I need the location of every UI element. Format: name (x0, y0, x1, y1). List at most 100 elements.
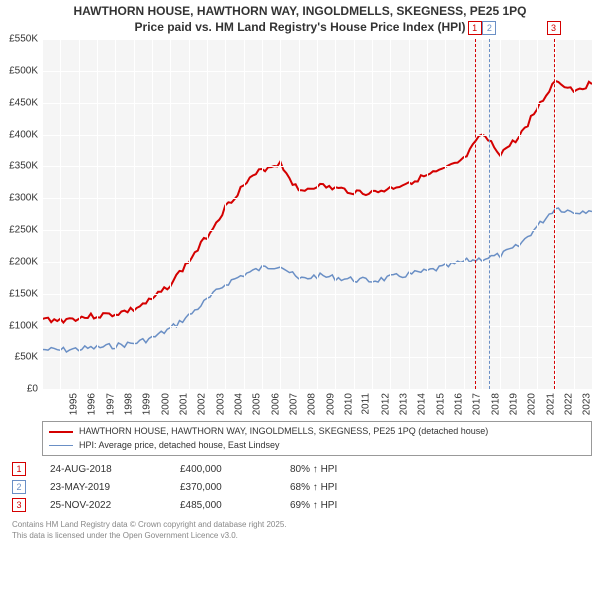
grid-line-v (354, 39, 355, 389)
grid-line-v (390, 39, 391, 389)
x-tick-label: 2019 (508, 393, 519, 415)
grid-line-v (500, 39, 501, 389)
x-tick-label: 2003 (215, 393, 226, 415)
x-tick-label: 2013 (398, 393, 409, 415)
y-tick-label: £550K (4, 34, 38, 45)
x-tick-label: 1996 (87, 393, 98, 415)
legend-swatch-1 (49, 431, 73, 433)
plot-area: 123 (42, 39, 592, 389)
y-tick-label: £0 (4, 384, 38, 395)
sales-pct: 69% ↑ HPI (290, 500, 337, 511)
grid-line-v (189, 39, 190, 389)
grid-line-v (262, 39, 263, 389)
grid-line-v (482, 39, 483, 389)
sales-marker-box: 2 (12, 480, 26, 494)
grid-line-v (60, 39, 61, 389)
x-tick-label: 2021 (545, 393, 556, 415)
y-tick-label: £150K (4, 288, 38, 299)
sales-row: 124-AUG-2018£400,00080% ↑ HPI (12, 462, 596, 476)
grid-line-v (372, 39, 373, 389)
x-tick-label: 2001 (178, 393, 189, 415)
grid-line-v (592, 39, 593, 389)
x-tick-label: 2004 (233, 393, 244, 415)
y-tick-label: £450K (4, 97, 38, 108)
y-tick-label: £50K (4, 352, 38, 363)
grid-line-v (115, 39, 116, 389)
grid-line-v (225, 39, 226, 389)
legend: HAWTHORN HOUSE, HAWTHORN WAY, INGOLDMELL… (42, 421, 592, 456)
sales-row: 223-MAY-2019£370,00068% ↑ HPI (12, 480, 596, 494)
grid-line-v (152, 39, 153, 389)
y-tick-label: £400K (4, 129, 38, 140)
grid-line-v (97, 39, 98, 389)
legend-row-2: HPI: Average price, detached house, East… (49, 439, 585, 453)
sales-price: £370,000 (180, 482, 290, 493)
y-tick-label: £200K (4, 256, 38, 267)
x-tick-label: 2023 (582, 393, 593, 415)
x-tick-label: 2020 (527, 393, 538, 415)
grid-line-v (244, 39, 245, 389)
x-tick-label: 2017 (472, 393, 483, 415)
chart-title: HAWTHORN HOUSE, HAWTHORN WAY, INGOLDMELL… (4, 4, 596, 35)
marker-box: 2 (482, 21, 496, 35)
marker-line (489, 39, 490, 389)
y-tick-label: £500K (4, 66, 38, 77)
chart-container: HAWTHORN HOUSE, HAWTHORN WAY, INGOLDMELL… (0, 0, 600, 590)
sales-pct: 68% ↑ HPI (290, 482, 337, 493)
x-tick-label: 2011 (361, 393, 372, 415)
grid-line-v (519, 39, 520, 389)
sales-date: 24-AUG-2018 (50, 464, 180, 475)
x-tick-label: 1999 (142, 393, 153, 415)
y-tick-label: £250K (4, 225, 38, 236)
y-tick-label: £100K (4, 320, 38, 331)
sales-pct: 80% ↑ HPI (290, 464, 337, 475)
grid-line-h (42, 389, 592, 390)
footer-line-1: Contains HM Land Registry data © Crown c… (12, 520, 596, 530)
grid-line-v (409, 39, 410, 389)
x-tick-label: 2007 (288, 393, 299, 415)
marker-line (554, 39, 555, 389)
footer: Contains HM Land Registry data © Crown c… (12, 520, 596, 541)
title-subtitle: Price paid vs. HM Land Registry's House … (4, 20, 596, 36)
marker-box: 1 (468, 21, 482, 35)
marker-line (475, 39, 476, 389)
x-tick-label: 2000 (160, 393, 171, 415)
grid-line-v (207, 39, 208, 389)
marker-box: 3 (547, 21, 561, 35)
title-address: HAWTHORN HOUSE, HAWTHORN WAY, INGOLDMELL… (4, 4, 596, 20)
grid-line-v (170, 39, 171, 389)
y-tick-label: £300K (4, 193, 38, 204)
grid-line-v (445, 39, 446, 389)
x-tick-label: 1998 (123, 393, 134, 415)
x-tick-label: 2010 (343, 393, 354, 415)
chart-area: £0 £50K £100K £150K £200K £250K £300K £350K £400… (4, 39, 596, 419)
x-tick-label: 2015 (435, 393, 446, 415)
legend-row-1: HAWTHORN HOUSE, HAWTHORN WAY, INGOLDMELL… (49, 425, 585, 439)
grid-line-v (79, 39, 80, 389)
sales-price: £485,000 (180, 500, 290, 511)
x-tick-label: 2022 (563, 393, 574, 415)
x-tick-label: 2006 (270, 393, 281, 415)
x-tick-label: 2002 (197, 393, 208, 415)
y-tick-label: £350K (4, 161, 38, 172)
x-tick-label: 2018 (490, 393, 501, 415)
grid-line-v (42, 39, 43, 389)
sales-date: 25-NOV-2022 (50, 500, 180, 511)
grid-line-v (537, 39, 538, 389)
footer-line-2: This data is licensed under the Open Gov… (12, 531, 596, 541)
grid-line-v (574, 39, 575, 389)
x-tick-label: 1995 (68, 393, 79, 415)
legend-swatch-2 (49, 445, 73, 447)
x-tick-label: 2005 (252, 393, 263, 415)
sales-marker-box: 1 (12, 462, 26, 476)
grid-line-v (280, 39, 281, 389)
x-tick-label: 2009 (325, 393, 336, 415)
grid-line-v (335, 39, 336, 389)
x-tick-label: 1997 (105, 393, 116, 415)
grid-line-v (464, 39, 465, 389)
grid-line-v (134, 39, 135, 389)
x-tick-label: 2014 (417, 393, 428, 415)
grid-line-v (555, 39, 556, 389)
legend-label-1: HAWTHORN HOUSE, HAWTHORN WAY, INGOLDMELL… (79, 425, 488, 439)
x-tick-label: 2008 (307, 393, 318, 415)
